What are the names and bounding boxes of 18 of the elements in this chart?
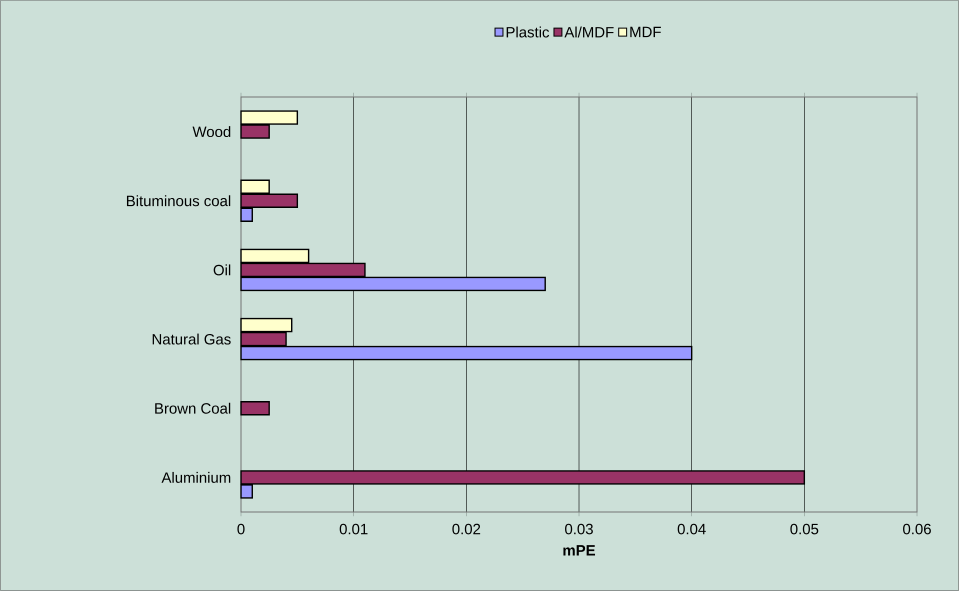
x-tick-label: 0.01 — [340, 524, 368, 534]
y-tick-label: Wood — [192, 126, 230, 138]
x-tick-label: 0.03 — [565, 524, 593, 534]
legend-label: MDF — [630, 26, 661, 38]
x-axis-title: mPE — [563, 545, 596, 556]
x-tick-label: 0.02 — [452, 524, 480, 534]
y-tick-label: Bituminous coal — [126, 195, 230, 206]
x-tick-label: 0 — [237, 524, 245, 534]
legend-label: Al/MDF — [564, 26, 614, 38]
x-tick-label: 0.06 — [903, 524, 931, 534]
x-tick-label: 0.04 — [678, 524, 706, 534]
x-tick-label: 0.05 — [790, 524, 818, 534]
y-tick-label: Oil — [214, 264, 230, 276]
y-tick-label: Aluminium — [162, 472, 230, 483]
y-tick-label: Brown Coal — [155, 402, 230, 414]
legend-label: Plastic — [506, 26, 550, 38]
bar — [240, 401, 270, 416]
y-tick-label: Natural Gas — [152, 334, 231, 345]
